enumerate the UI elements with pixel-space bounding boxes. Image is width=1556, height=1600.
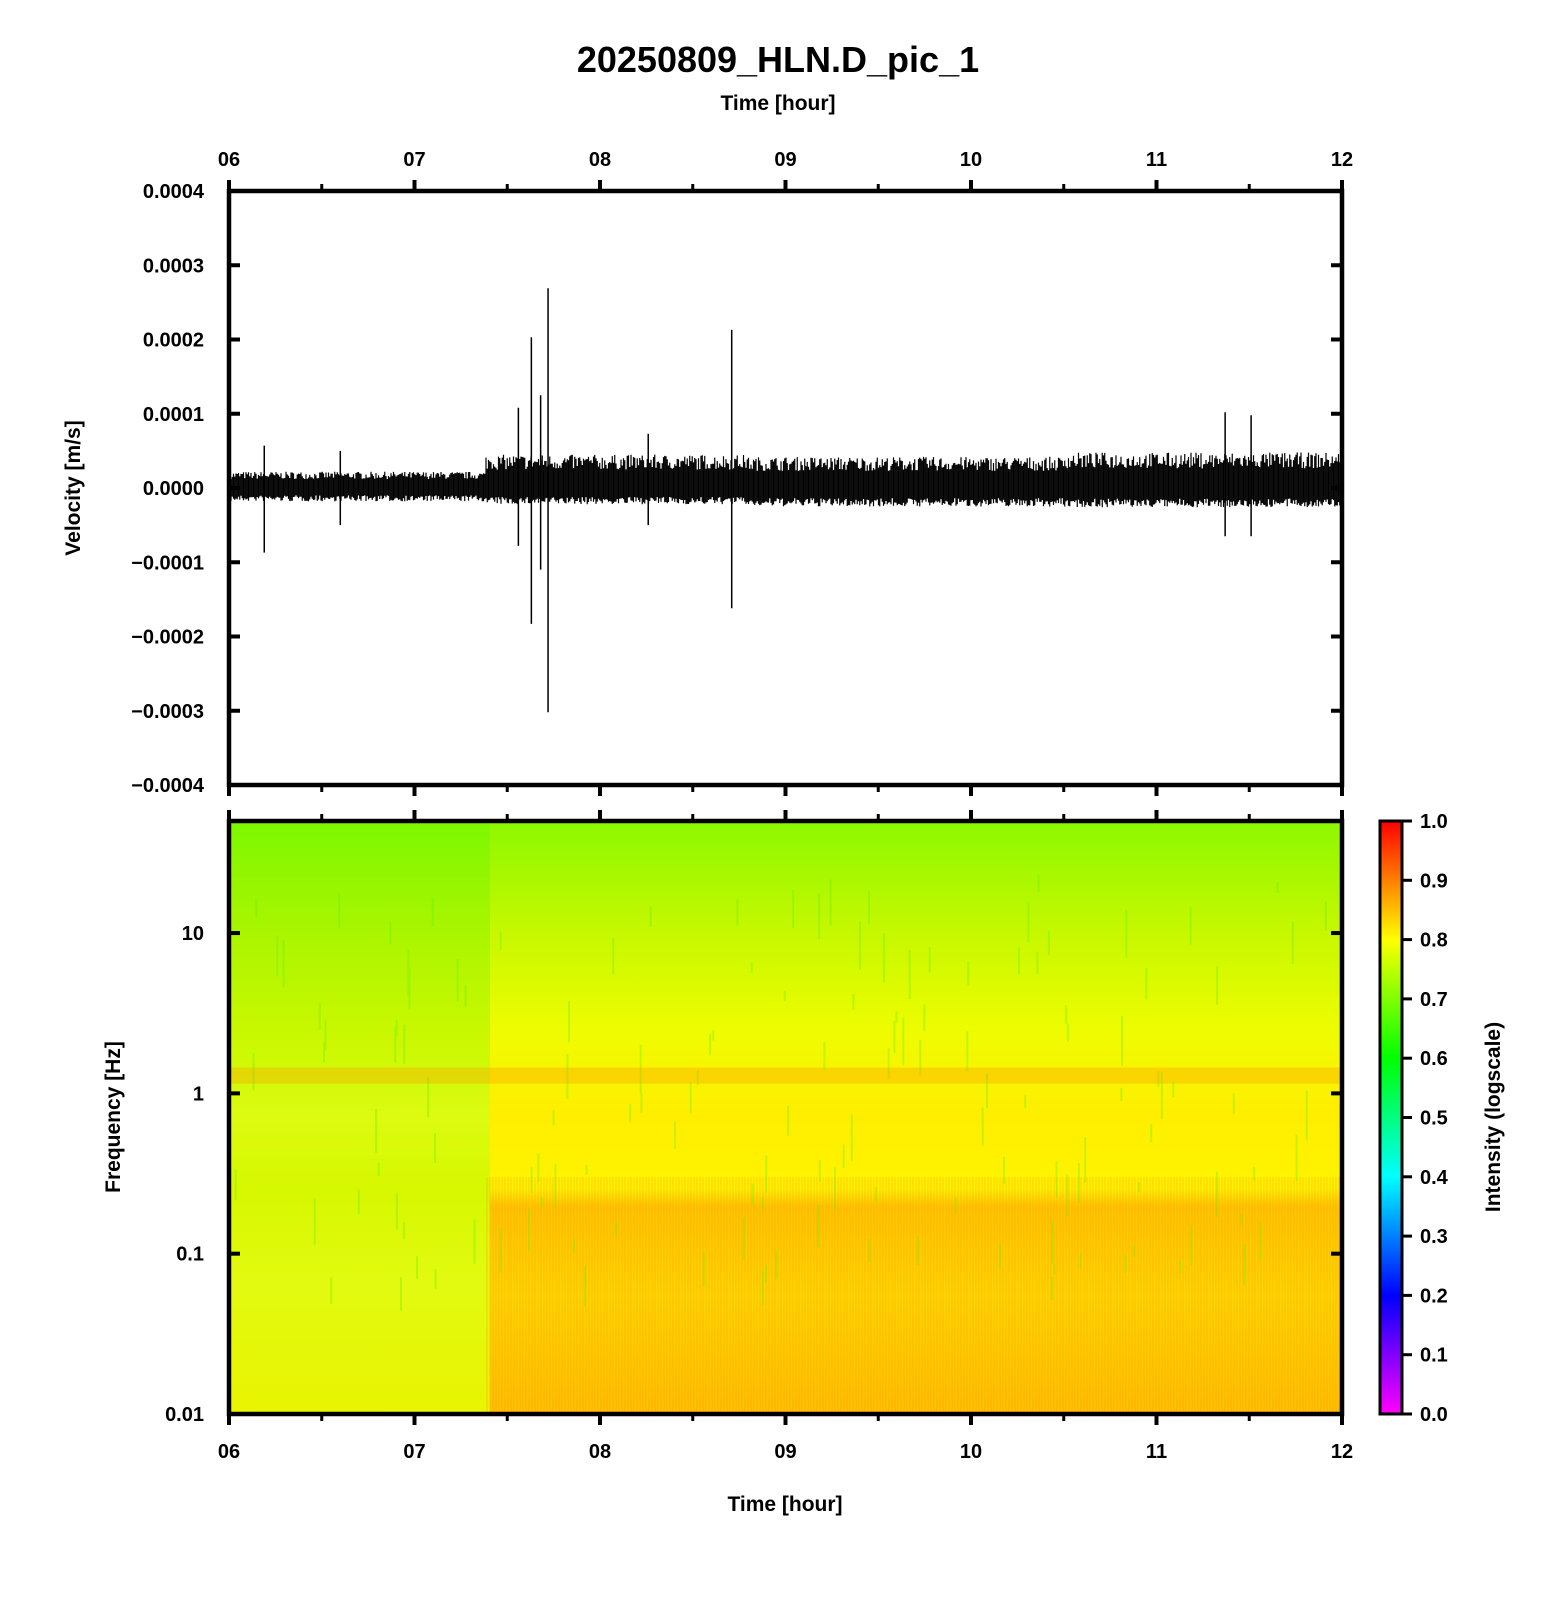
spectrogram-microseism-band: [229, 1067, 1342, 1084]
seismogram-y-tick-label: −0.0003: [131, 701, 204, 723]
top-x-tick-label: 06: [218, 149, 240, 171]
colorbar-tick-label: 0.7: [1420, 989, 1448, 1011]
colorbar-tick-label: 0.9: [1420, 870, 1448, 892]
seismogram-panel: 06 07 08 09 10 11 12 0.00040.00030.00020.00010…: [62, 149, 1353, 797]
spectrogram-texture: [229, 874, 1342, 1412]
colorbar-tick-label: 0.0: [1420, 1404, 1448, 1426]
seismogram-y-tick-label: 0.0002: [143, 330, 204, 352]
bottom-x-tick-label: 07: [403, 1441, 425, 1463]
top-x-tick-label: 10: [960, 149, 982, 171]
top-x-axis-label: Time [hour]: [720, 92, 835, 115]
spectrogram-y-tick-label: 10: [182, 923, 204, 945]
seismogram-y-tick-label: −0.0001: [131, 552, 204, 574]
spectrogram-x-ticks: [227, 810, 1344, 1425]
spectrogram-region-after: [490, 821, 1342, 1414]
colorbar-tick-label: 0.5: [1420, 1108, 1448, 1130]
spectrogram-y-tick-label: 0.1: [176, 1244, 204, 1266]
seismogram-y-tick-label: 0.0000: [143, 478, 204, 500]
bottom-x-tick-label: 06: [218, 1441, 240, 1463]
colorbar-tick-label: 1.0: [1420, 811, 1448, 833]
colorbar-label: Intensity (logscale): [1482, 1022, 1505, 1212]
colorbar-tick-label: 0.3: [1420, 1226, 1448, 1248]
colorbar-tick-label: 0.8: [1420, 930, 1448, 952]
bottom-x-tick-label: 09: [774, 1441, 796, 1463]
bottom-x-tick-label: 08: [589, 1441, 611, 1463]
spectrogram-y-tick-label: 1: [193, 1083, 204, 1105]
colorbar-gradient: [1378, 819, 1404, 1416]
colorbar-tick-label: 0.4: [1420, 1167, 1449, 1189]
seismogram-y-tick-label: −0.0002: [131, 627, 204, 649]
seismogram-y-ticks: [229, 189, 1342, 787]
top-x-tick-label: 11: [1146, 149, 1167, 171]
colorbar-tick-label: 0.2: [1420, 1285, 1448, 1307]
spectrogram-y-tick-label: 0.01: [165, 1404, 204, 1426]
colorbar-tick-label: 0.1: [1420, 1345, 1448, 1367]
seismogram-y-tick-label: −0.0004: [131, 775, 205, 797]
top-x-tick-label: 08: [589, 149, 611, 171]
bottom-x-tick-label: 10: [960, 1441, 982, 1463]
chart-title: 20250809_HLN.D_pic_1: [577, 39, 979, 80]
seismogram-trace: [230, 288, 1341, 713]
spectrogram-x-tick-labels: 06 07 08 09 10 11 12: [218, 1441, 1353, 1463]
seismogram-noise-band: [230, 452, 1341, 508]
seismogram-y-tick-labels: 0.0004 0.0003 0.0002 0.0001 0.0000 −0.0001 −0.…: [131, 181, 205, 797]
spectrogram-y-tick-labels: 10 1 0.1 0.01: [165, 923, 204, 1426]
bottom-x-tick-label: 12: [1331, 1441, 1353, 1463]
spectrogram-low-freq-striations: [486, 1177, 1340, 1412]
spectrogram-panel: 06 07 08 09 10 11 12 10 1 0.1 0.01 Frequency [Hz]…: [102, 810, 1353, 1516]
colorbar-ticks: [1402, 819, 1412, 1416]
colorbar: 1.0 0.9 0.8 0.7 0.6 0.5 0.4 0.3 0.2 0.1 0.0 Intens…: [1378, 811, 1505, 1426]
spectrogram-region-before: [229, 821, 490, 1414]
spectrogram-green-flecks: [234, 874, 1327, 1311]
top-x-tick-label: 09: [774, 149, 796, 171]
spectrogram-y-axis-label: Frequency [Hz]: [102, 1041, 125, 1193]
top-x-tick-label: 07: [403, 149, 425, 171]
top-x-tick-label: 12: [1331, 149, 1353, 171]
spectrogram-y-ticks: [229, 931, 1342, 1416]
seismogram-y-tick-label: 0.0001: [143, 404, 204, 426]
bottom-x-tick-label: 11: [1146, 1441, 1167, 1463]
seismogram-y-axis-label: Velocity [m/s]: [62, 420, 85, 555]
bottom-x-axis-label: Time [hour]: [727, 1493, 842, 1516]
seismogram-y-tick-label: 0.0004: [143, 181, 205, 203]
seismogram-x-tick-labels: 06 07 08 09 10 11 12: [218, 149, 1353, 171]
seismogram-y-tick-label: 0.0003: [143, 255, 204, 277]
colorbar-tick-labels: 1.0 0.9 0.8 0.7 0.6 0.5 0.4 0.3 0.2 0.1 0.0: [1420, 811, 1449, 1426]
colorbar-tick-label: 0.6: [1420, 1048, 1448, 1070]
